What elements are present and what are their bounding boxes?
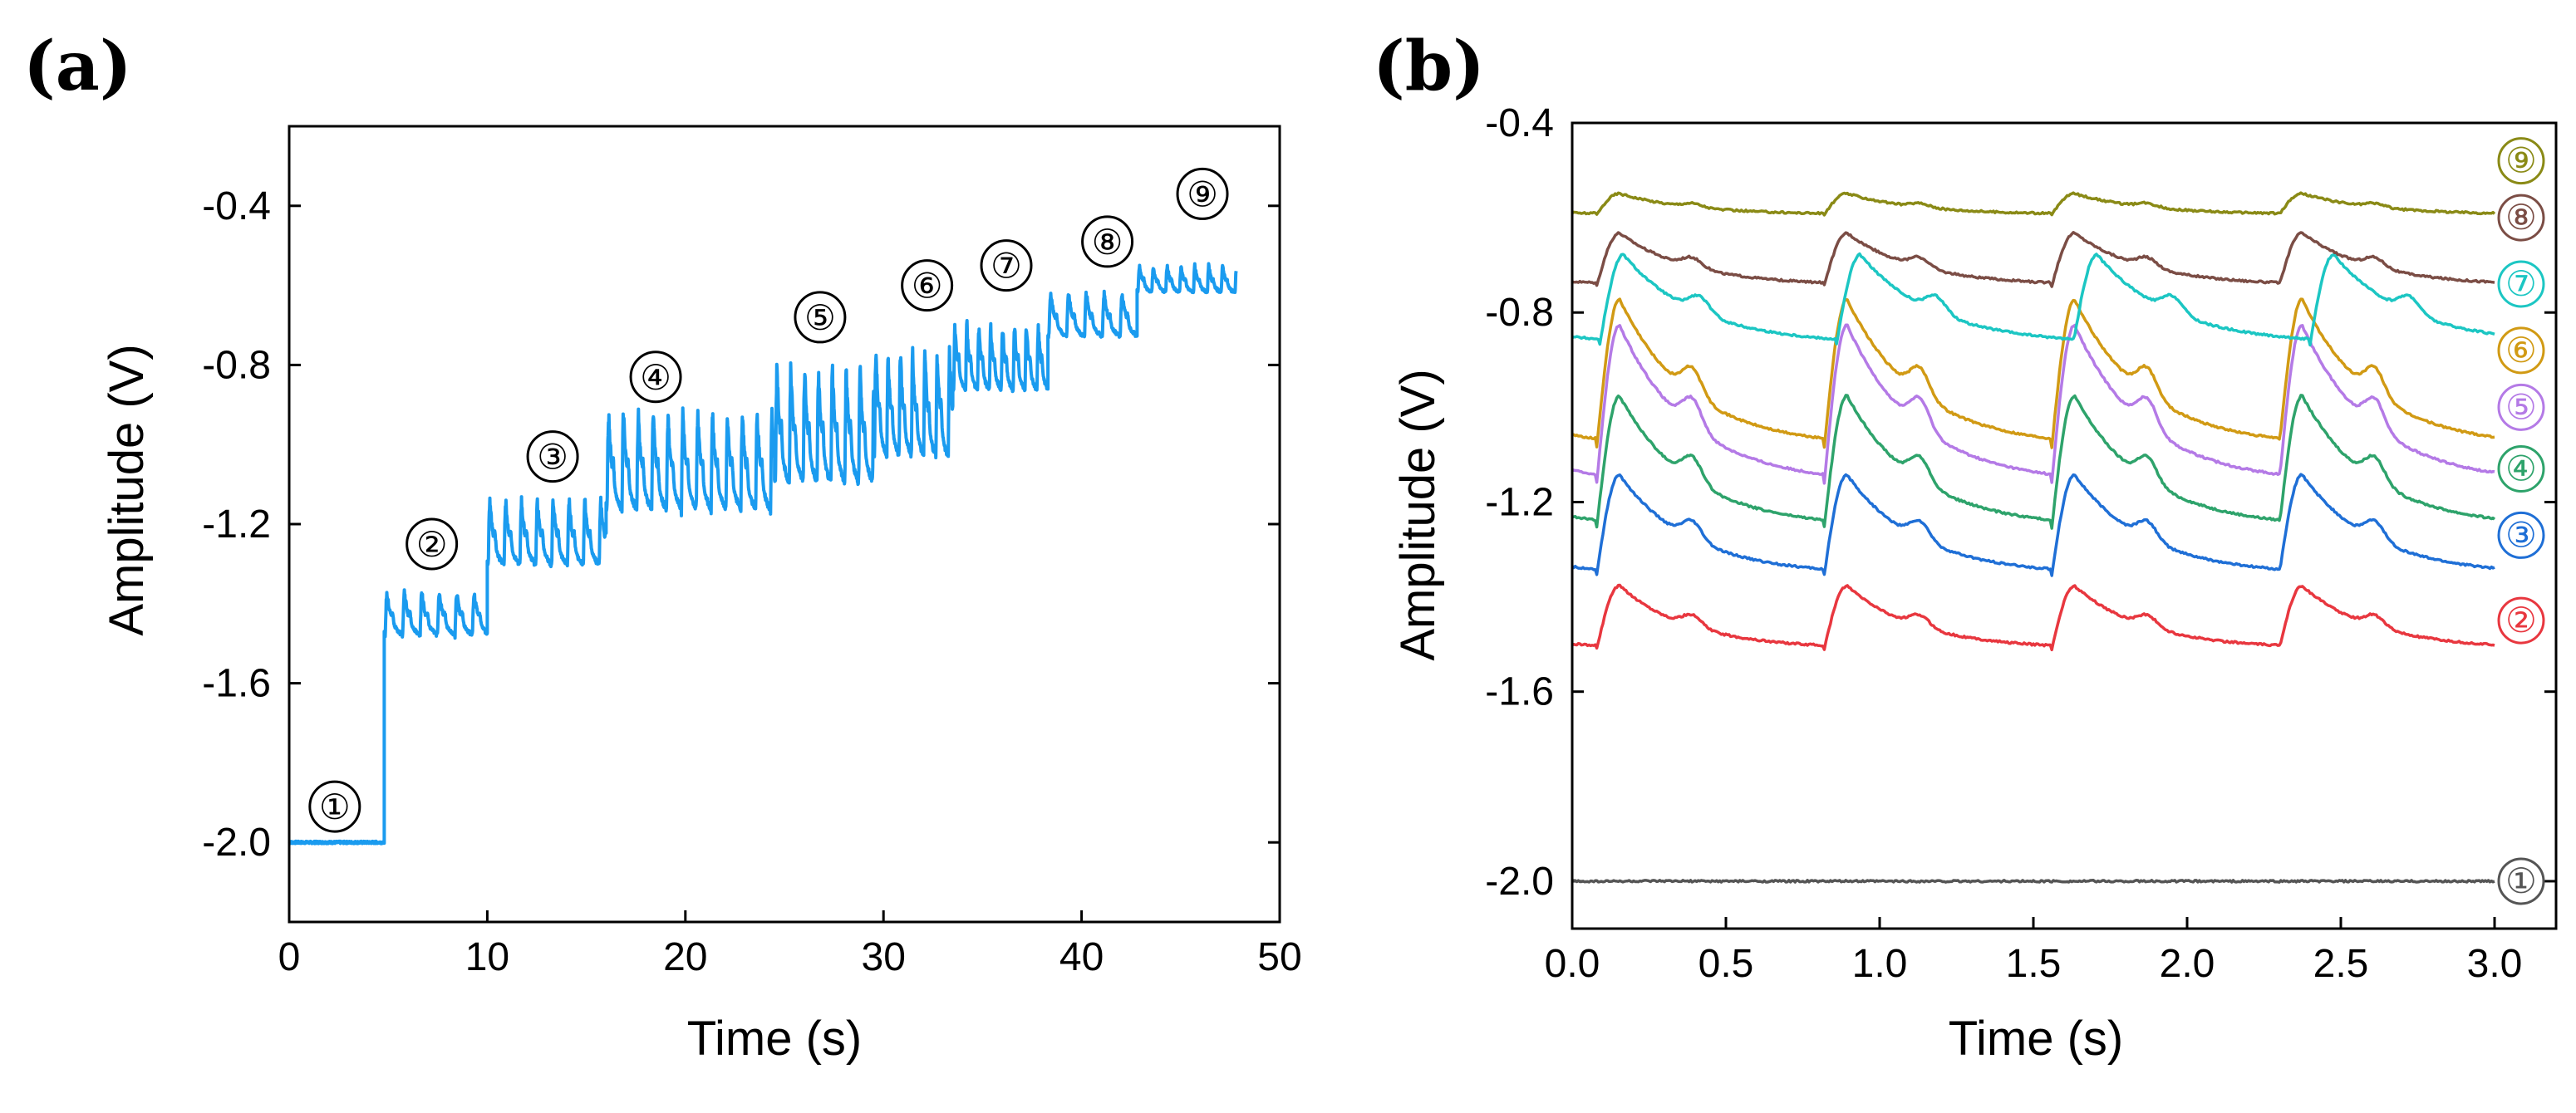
panel-a-ytick-label: -2.0 [202,821,271,865]
panel-b-legend-2: ② [2505,600,2537,640]
panel-b-ytick-label: -1.2 [1485,480,1554,524]
panel-b-legend-circle [2497,857,2545,905]
panel-a-xtick-label: 30 [862,935,906,979]
panel-a-marker-circle [794,291,847,344]
panel-b-xtick-label: 2.0 [2160,942,2215,986]
panel-b-series-line-3 [1571,473,2495,577]
panel-a-marker-circle [308,780,361,833]
panel-b-legend-6: ⑥ [2505,330,2537,370]
panel-a-xtick-label: 50 [1257,935,1301,979]
panel-b-frame [1571,121,2558,930]
panel-b-xtick-label: 1.0 [1852,942,1908,986]
panel-b-legend-3: ③ [2505,514,2537,555]
panel-a-ytick-label: -0.8 [202,343,271,387]
panel-b-xtick-label: 0.5 [1698,942,1754,986]
panel-a-marker-5: ⑤ [804,297,836,338]
panel-b-series-line-6 [1571,297,2495,449]
panel-a-signal-line [288,262,1238,846]
panel-a-marker-circle [526,430,579,483]
panel-b-series-line-4 [1571,394,2496,530]
panel-b-ytick-label: -0.4 [1485,101,1554,145]
panel-a-plot-area: ① ② ③ ④ ⑤ ⑥ ⑦ ⑧ ⑨ [288,167,1238,846]
panel-a-marker-circle [980,239,1033,292]
panel-b-series-line-2 [1571,583,2495,652]
panel-b-legend-circle [2497,596,2545,645]
panel-a-ylabel: Amplitude (V) [100,344,154,635]
panel-a-marker-circle [1081,215,1134,268]
panel-a-xtick-label: 10 [465,935,509,979]
panel-b-ylabel: Amplitude (V) [1391,369,1445,660]
panel-b-xtick-label: 0.0 [1545,942,1600,986]
panel-b-ytick-label: -1.6 [1485,670,1554,714]
panel-b-ytick-label: -2.0 [1485,860,1554,904]
panel-a-ytick-label: -1.2 [202,503,271,547]
panel-b-legend-7: ⑦ [2505,263,2537,304]
panel-b-series-line-8 [1571,231,2495,288]
panel-b-label: (b) [1373,27,1485,106]
panel-a-marker-circle [406,517,459,571]
panel-b-legend-circle [2497,326,2545,375]
panel-b-legend-circle [2497,137,2545,185]
panel-b-legend-1: ① [2505,860,2537,901]
panel-b-chart: (b) Time (s) Amplitude (V) 0.0 0.5 1.0 1.5 2… [1373,27,2558,1066]
panel-a-xlabel: Time (s) [687,1012,862,1066]
panel-b-legend-circle [2497,260,2545,308]
panel-b-xtick-label: 2.5 [2313,942,2369,986]
panel-b-legend-9: ⑨ [2505,140,2537,181]
panel-b-series-line-7 [1571,252,2495,347]
panel-b-legend-4: ④ [2505,449,2537,489]
panel-b-plot-area: ① ② ③ ④ ⑤ ⑥ ⑦ ⑧ ⑨ [1571,137,2545,905]
panel-a-label: (a) [23,27,132,106]
panel-a-ytick-label: -0.4 [202,184,271,228]
panel-a-xtick-label: 0 [278,935,301,979]
panel-a-xtick-label: 20 [663,935,707,979]
panel-b-series-line-9 [1571,191,2496,217]
panel-a-marker-9: ⑨ [1187,174,1218,214]
panel-b-xtick-label: 1.5 [2006,942,2062,986]
panel-a-marker-3: ③ [537,437,568,478]
panel-b-legend-circle [2497,445,2545,493]
panel-b-series-line-5 [1571,323,2495,485]
panel-b-ytick-label: -0.8 [1485,291,1554,335]
panel-b-legend-5: ⑤ [2505,386,2537,427]
panel-b-xlabel: Time (s) [1949,1012,2123,1066]
panel-b-legend-circle [2497,511,2545,559]
panel-a-ticks: 0 10 20 30 40 50 -2.0 -1.6 -1.2 -0.8 -0.4 [202,184,1301,979]
panel-b-xtick-label: 3.0 [2467,942,2523,986]
panel-a-chart: (a) Time (s) Amplitude (V) 0 10 20 30 40 50 -2… [23,27,1302,1066]
panel-b-series-line-1 [1571,879,2495,884]
panel-b-legend-circle [2497,194,2545,242]
panel-a-marker-7: ⑦ [991,246,1022,287]
panel-b-legend-8: ⑧ [2505,197,2537,238]
panel-a-marker-6: ⑥ [912,266,943,306]
panel-b-legend-circle [2497,383,2545,431]
panel-a-ytick-label: -1.6 [202,662,271,706]
panel-a-frame [288,125,1281,924]
panel-a-marker-circle [1176,167,1229,220]
panel-a-marker-circle [629,351,682,404]
panel-b-ticks: 0.0 0.5 1.0 1.5 2.0 2.5 3.0 -2.0 -1.6 -1.2 -0.8 -0.… [1485,101,2556,986]
panel-a-marker-4: ④ [640,357,671,398]
panel-a-marker-2: ② [416,524,448,565]
panel-a-marker-circle [901,259,954,312]
panel-a-marker-8: ⑧ [1092,222,1123,262]
panel-a-marker-1: ① [319,787,351,827]
panel-a-xtick-label: 40 [1059,935,1104,979]
